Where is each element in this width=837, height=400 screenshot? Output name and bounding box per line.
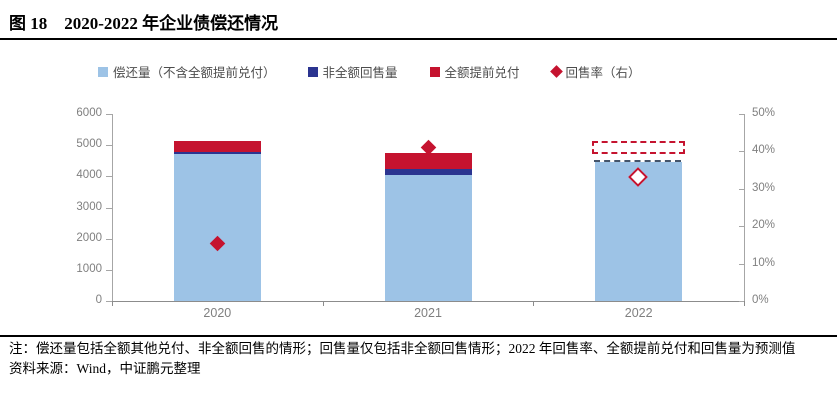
footer-divider	[0, 335, 837, 337]
x-axis-line	[112, 301, 745, 303]
bar-segment-0-2020	[173, 153, 261, 301]
bar-segment-0-2021	[384, 175, 472, 301]
header-divider	[0, 38, 837, 40]
y-axis-left-tick	[106, 238, 112, 240]
y-axis-left-tick-label: 3000	[76, 200, 102, 213]
y-axis-left-tick	[106, 114, 112, 115]
note-text: 注：偿还量包括全额其他兑付、非全额回售的情形；回售量仅包括非全额回售情形；202…	[9, 341, 796, 356]
y-axis-left-tick-label: 6000	[76, 107, 102, 119]
figure-number: 图 18	[9, 14, 48, 33]
y-axis-left-line	[112, 114, 113, 302]
y-axis-right-tick	[739, 301, 744, 302]
y-axis-left-tick-label: 1000	[76, 262, 102, 275]
source-text: 资料来源：Wind，中证鹏元整理	[9, 361, 201, 376]
y-axis-right-tick	[739, 188, 744, 190]
y-axis-left-tick-label: 4000	[76, 169, 102, 182]
legend-item-0: 偿还量（不含全额提前兑付）	[98, 62, 276, 81]
legend-square-icon	[429, 66, 440, 77]
y-axis-right-line	[744, 114, 745, 302]
figure-notes: 注：偿还量包括全额其他兑付、非全额回售的情形；回售量仅包括非全额回售情形；202…	[9, 340, 831, 378]
x-axis-tick	[322, 302, 324, 307]
y-axis-right-tick	[739, 226, 744, 228]
legend-square-icon	[98, 66, 108, 77]
y-axis-left-tick-label: 2000	[76, 231, 102, 244]
legend-item-1: 非全额回售量	[307, 62, 398, 81]
y-axis-left-tick	[106, 269, 112, 271]
bar-segment-1-2020	[173, 151, 261, 154]
y-axis-right-tick-label: 50%	[752, 107, 776, 119]
category-label: 2022	[624, 306, 653, 320]
legend-label: 全额提前兑付	[444, 66, 520, 80]
y-axis-right-tick	[739, 151, 744, 153]
y-axis-right-tick-label: 30%	[752, 181, 776, 194]
bar-segment-2-2021	[384, 152, 472, 169]
y-axis-right-tick-label: 40%	[752, 144, 776, 157]
chart-legend: 偿还量（不含全额提前兑付） 非全额回售量 全额提前兑付 回售率（右）	[98, 62, 641, 81]
chart-plot-area: 6000 5000 4000 3000 2000 1000 0 50% 40% 30% 20% 10%…	[76, 107, 776, 320]
forecast-red-dashed-box	[592, 141, 686, 154]
x-axis-tick	[744, 302, 745, 307]
y-axis-left-tick	[106, 301, 112, 302]
y-axis-right-tick	[739, 263, 744, 265]
y-axis-left-tick	[106, 207, 112, 209]
legend-label: 非全额回售量	[322, 66, 398, 80]
y-axis-right-tick-label: 10%	[752, 256, 776, 269]
x-axis-tick	[112, 302, 113, 307]
legend-item-2: 全额提前兑付	[429, 62, 520, 81]
forecast-bar-top-dashed-line	[594, 159, 682, 162]
y-axis-left-tick	[106, 176, 112, 178]
legend-label: 回售率（右）	[565, 66, 641, 80]
y-axis-right-tick-label: 20%	[752, 219, 776, 232]
legend-label: 偿还量（不含全额提前兑付）	[113, 66, 276, 80]
bar-segment-2-2020	[173, 141, 261, 152]
figure-title: 2020-2022 年企业债偿还情况	[64, 14, 279, 33]
legend-square-icon	[307, 66, 318, 77]
category-label: 2021	[414, 306, 442, 320]
y-axis-left-tick	[106, 145, 112, 147]
x-axis-tick	[533, 302, 535, 307]
y-axis-right-tick	[739, 114, 744, 115]
y-axis-left-tick-label: 5000	[76, 138, 102, 151]
category-label: 2020	[203, 306, 232, 320]
y-axis-right-tick-label: 0%	[752, 294, 769, 306]
legend-item-3: 回售率（右）	[549, 62, 641, 81]
y-axis-left-tick-label: 0	[95, 294, 102, 306]
figure-header: 图 18 2020-2022 年企业债偿还情况	[9, 9, 278, 34]
bar-segment-1-2021	[384, 168, 472, 176]
